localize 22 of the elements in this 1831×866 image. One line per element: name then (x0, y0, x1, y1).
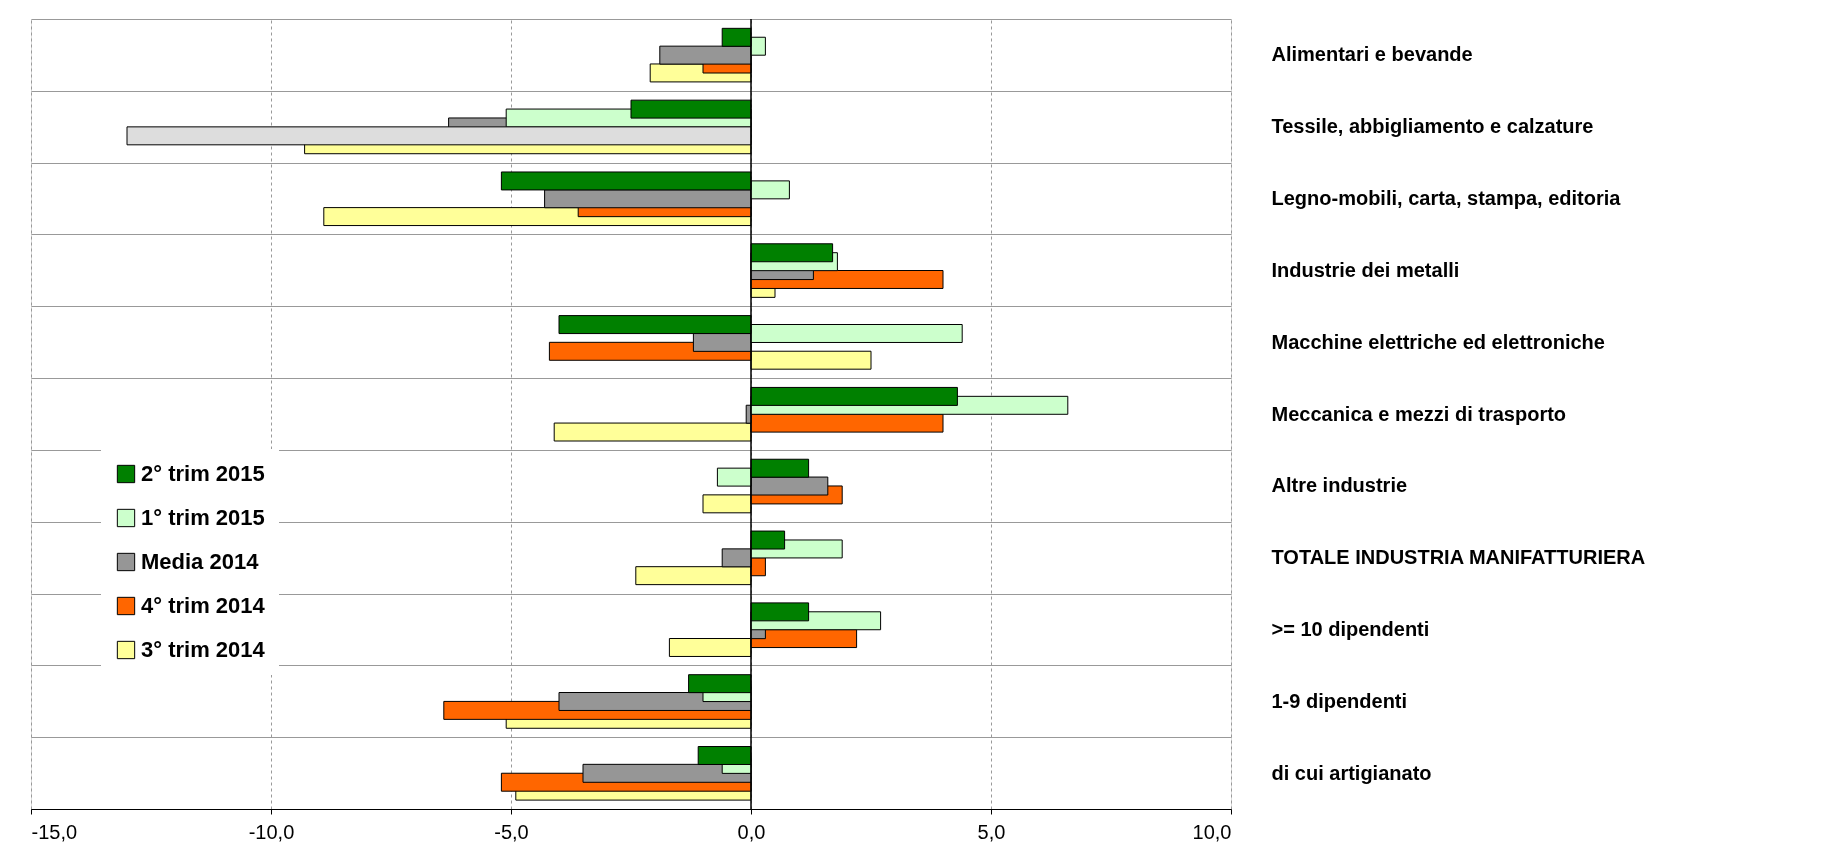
legend-label: 1° trim 2015 (141, 505, 265, 530)
y-tick-label: Altre industrie (1271, 474, 1408, 497)
y-tick-label: TOTALE INDUSTRIA MANIFATTURIERA (1271, 546, 1646, 569)
y-tick-label: Alimentari e bevande (1271, 43, 1473, 66)
x-tick-label: -5,0 (494, 820, 529, 843)
y-tick-label: Meccanica e mezzi di trasporto (1271, 402, 1567, 425)
y-tick-label: >= 10 dipendenti (1271, 617, 1430, 640)
x-tick-label: -10,0 (248, 820, 295, 843)
legend-label: Media 2014 (141, 549, 260, 574)
y-tick-label: 1-9 dipendenti (1271, 689, 1408, 712)
legend-label: 2° trim 2015 (141, 461, 265, 486)
legend-label: 3° trim 2014 (141, 637, 266, 662)
y-tick-label: Industrie dei metalli (1271, 258, 1460, 281)
y-tick-label: Macchine elettriche ed elettroniche (1271, 330, 1605, 353)
y-tick-label: di cui artigianato (1271, 761, 1432, 784)
y-tick-label: Tessile, abbigliamento e calzature (1271, 115, 1594, 138)
x-tick-label: 5,0 (977, 820, 1006, 843)
x-tick-label: 10,0 (1192, 820, 1232, 843)
x-tick-label: -15,0 (31, 820, 78, 843)
legend-label: 4° trim 2014 (141, 593, 266, 618)
x-tick-label: 0,0 (737, 820, 766, 843)
y-tick-label: Legno-mobili, carta, stampa, editoria (1271, 187, 1622, 210)
